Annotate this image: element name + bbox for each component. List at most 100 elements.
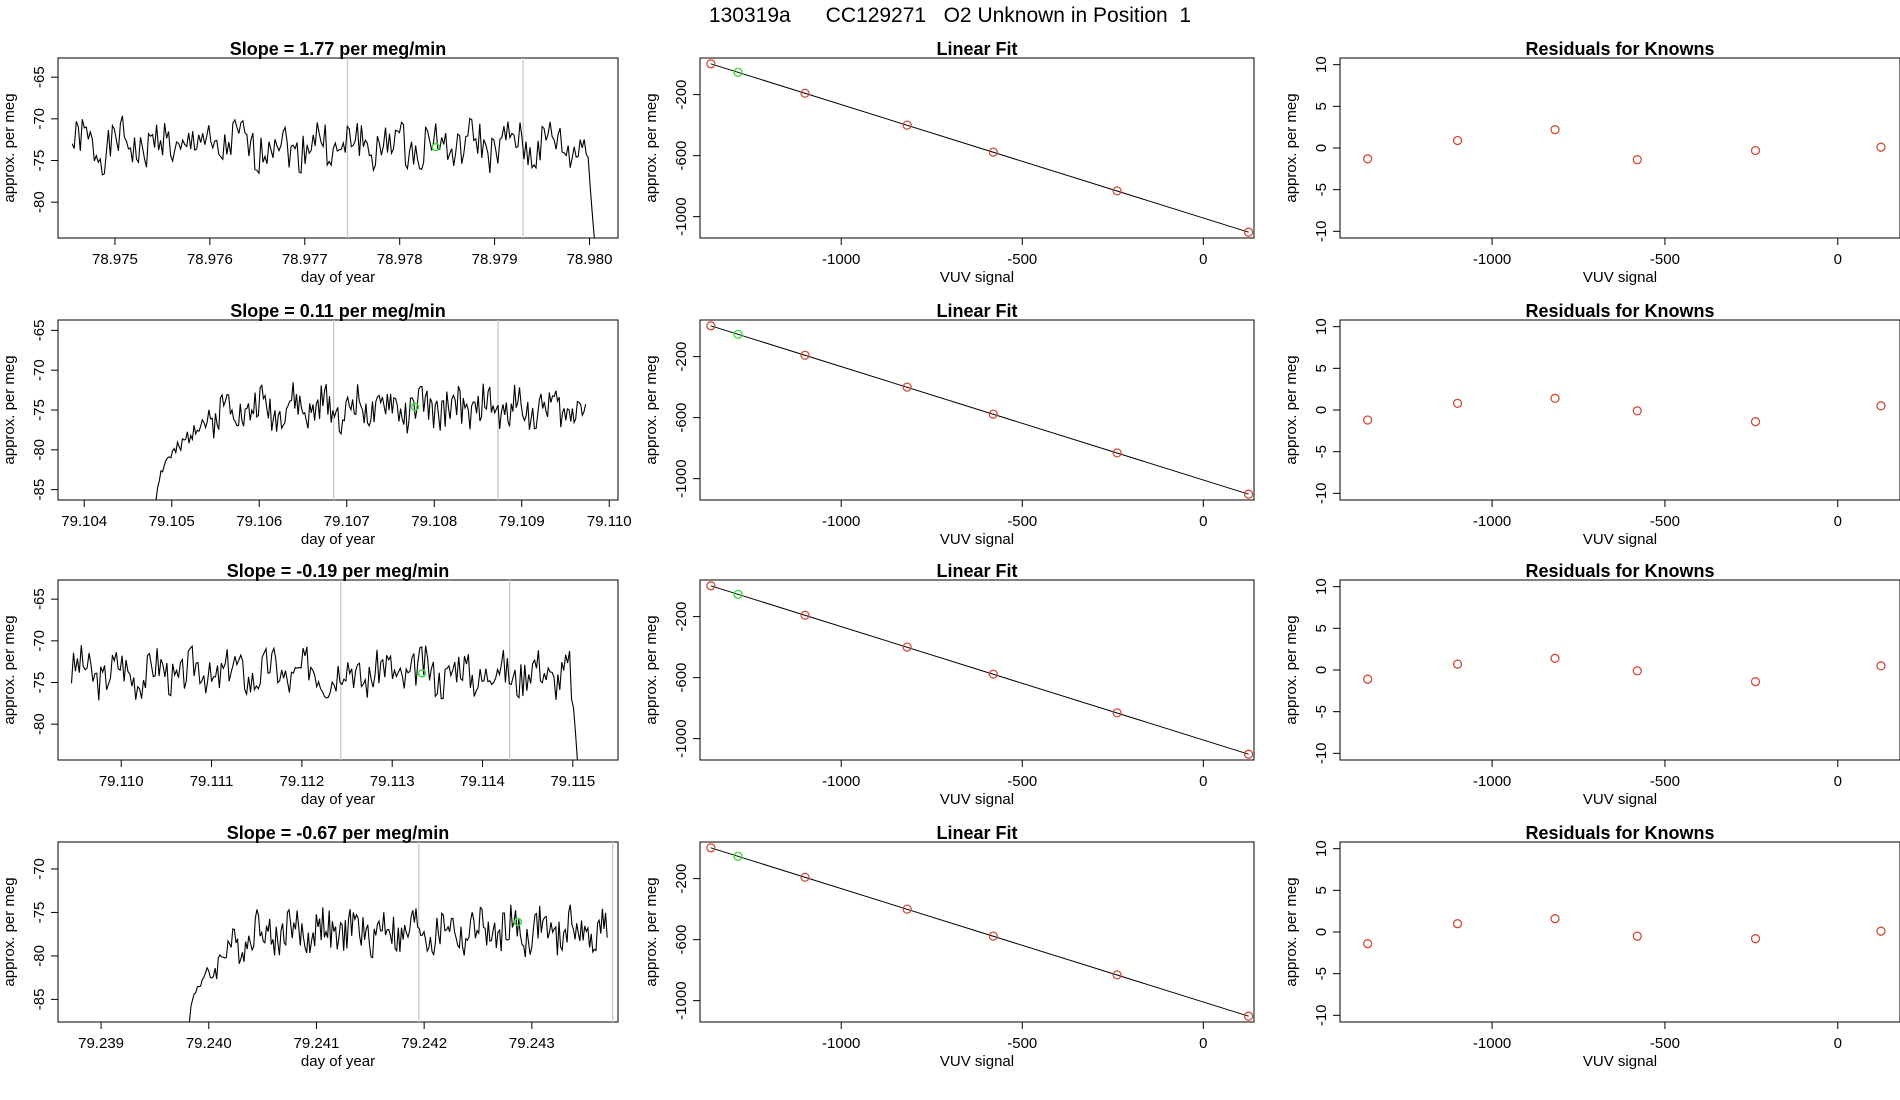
x-tick-label: 79.113 xyxy=(370,773,415,790)
x-tick-label: -1000 xyxy=(822,1035,860,1052)
y-tick-label: -1000 xyxy=(673,981,690,1019)
y-tick-label: 5 xyxy=(1313,624,1330,632)
x-tick-label: 79.107 xyxy=(324,513,370,530)
panel-scatter-2-2: Linear Fit -1000 -500 0 -1000 -600 -200 VUV sig… xyxy=(643,301,1255,548)
data-point xyxy=(1876,401,1886,411)
x-tick-label: -500 xyxy=(1650,513,1680,530)
y-tick-label: -1000 xyxy=(673,459,690,497)
data-point xyxy=(706,581,716,591)
data-point xyxy=(1550,125,1560,135)
data-point xyxy=(1876,142,1886,152)
y-tick-label: -5 xyxy=(1313,445,1330,458)
signal-line xyxy=(188,904,608,1023)
data-point xyxy=(1632,406,1642,416)
data-point xyxy=(902,120,912,130)
x-tick-label: 0 xyxy=(1199,251,1207,268)
y-tick-label: -65 xyxy=(31,66,48,88)
y-tick-label: -80 xyxy=(31,191,48,213)
x-tick-label: 79.104 xyxy=(61,513,107,530)
y-tick-label: -75 xyxy=(31,150,48,172)
fit-line xyxy=(710,585,1249,755)
y-tick-label: 10 xyxy=(1313,578,1330,595)
panel-title: Slope = 0.11 per meg/min xyxy=(230,301,446,321)
y-axis-label: approx. per meg xyxy=(1,355,18,464)
x-tick-label: 79.239 xyxy=(78,1035,124,1052)
y-tick-label: -70 xyxy=(31,108,48,130)
data-point xyxy=(1632,155,1642,165)
data-point xyxy=(1112,708,1122,718)
data-point xyxy=(988,931,998,941)
y-tick-label: -5 xyxy=(1313,705,1330,718)
unknown-point xyxy=(733,851,743,861)
data-point xyxy=(1632,666,1642,676)
y-axis-label: approx. per meg xyxy=(643,355,660,464)
data-point xyxy=(1452,135,1463,146)
x-axis-label: VUV signal xyxy=(1583,531,1657,548)
y-axis-label: approx. per meg xyxy=(643,615,660,724)
data-point xyxy=(1750,417,1761,427)
x-tick-label: 79.105 xyxy=(149,513,195,530)
x-tick-label: 0 xyxy=(1199,773,1207,790)
y-tick-label: -70 xyxy=(31,858,48,880)
x-axis-label: VUV signal xyxy=(940,791,1014,808)
x-tick-label: 0 xyxy=(1834,1035,1842,1052)
data-point xyxy=(1550,393,1560,403)
page-title: 130319a CC129271 O2 Unknown in Position … xyxy=(708,4,1192,27)
data-point xyxy=(800,872,810,882)
x-tick-label: 78.978 xyxy=(377,251,423,268)
data-point xyxy=(1112,448,1122,458)
signal-line xyxy=(71,115,595,239)
data-point xyxy=(902,382,912,392)
plot-frame xyxy=(699,57,1255,239)
data-point xyxy=(1550,914,1560,924)
y-tick-label: -1000 xyxy=(673,197,690,235)
green-marker-point xyxy=(513,917,523,927)
x-tick-label: 79.241 xyxy=(294,1035,340,1052)
panel-title: Linear Fit xyxy=(936,39,1017,59)
data-point xyxy=(988,409,998,419)
y-axis-label: approx. per meg xyxy=(1,615,18,724)
x-tick-label: 79.108 xyxy=(411,513,457,530)
data-point xyxy=(1112,970,1122,980)
x-axis-label: VUV signal xyxy=(940,531,1014,548)
x-tick-label: -1000 xyxy=(1473,1035,1511,1052)
data-point xyxy=(1363,154,1373,164)
y-tick-label: -80 xyxy=(31,439,48,461)
x-tick-label: 78.975 xyxy=(92,251,138,268)
y-axis-label: approx. per meg xyxy=(1283,355,1300,464)
panel-line-1-1: Slope = 1.77 per meg/min 78.975 78.976 78.9… xyxy=(1,39,619,286)
y-tick-label: -80 xyxy=(31,713,48,735)
data-point xyxy=(1363,674,1373,684)
panel-line-2-1: Slope = 0.11 per meg/min 79.104 79.105 79.1… xyxy=(1,301,632,548)
data-point xyxy=(988,147,998,157)
plot-frame xyxy=(1339,579,1900,761)
x-axis-label: VUV signal xyxy=(940,1053,1014,1070)
data-point xyxy=(1243,1011,1254,1021)
data-point xyxy=(1876,661,1886,671)
y-tick-label: -200 xyxy=(673,342,690,372)
x-tick-label: 79.114 xyxy=(460,773,505,790)
y-tick-label: -70 xyxy=(31,359,48,381)
y-tick-label: -65 xyxy=(31,588,48,610)
panel-title: Residuals for Knowns xyxy=(1525,561,1714,581)
x-axis-label: VUV signal xyxy=(940,269,1014,286)
x-tick-label: 79.240 xyxy=(186,1035,232,1052)
x-tick-label: 79.110 xyxy=(587,513,632,530)
x-tick-label: -500 xyxy=(1007,773,1037,790)
x-tick-label: 78.980 xyxy=(567,251,613,268)
y-tick-label: -10 xyxy=(1313,220,1330,242)
x-axis-label: day of year xyxy=(301,791,375,808)
plot-frame xyxy=(57,841,619,1023)
data-point xyxy=(1750,677,1761,687)
y-tick-label: 5 xyxy=(1313,886,1330,894)
data-point xyxy=(800,350,810,360)
x-tick-label: -1000 xyxy=(1473,773,1511,790)
plot-frame xyxy=(1339,319,1900,501)
panel-scatter-3-2: Linear Fit -1000 -500 0 -1000 -600 -200 VUV sig… xyxy=(643,561,1255,808)
data-point xyxy=(1243,749,1254,759)
panel-title: Residuals for Knowns xyxy=(1525,301,1714,321)
plot-frame xyxy=(699,579,1255,761)
x-axis-label: day of year xyxy=(301,269,375,286)
x-tick-label: -500 xyxy=(1650,1035,1680,1052)
